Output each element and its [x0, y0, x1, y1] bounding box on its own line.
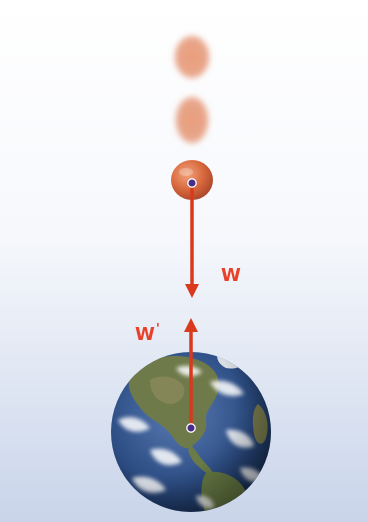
force-arrow-w-prime	[184, 318, 198, 428]
force-arrow-w	[185, 183, 199, 298]
force-label-w-text: W	[221, 265, 241, 286]
earth-center-dot	[186, 423, 196, 433]
ball-ghost-middle	[175, 96, 209, 144]
force-label-w-prime: W'	[135, 322, 160, 346]
force-label-w: W	[221, 267, 241, 285]
prime-mark: '	[155, 322, 160, 337]
force-label-w-prime-text: W	[135, 324, 155, 345]
ball-ghost-top	[174, 35, 210, 79]
ball-center-dot	[187, 178, 197, 188]
ball-motion-trail	[174, 35, 210, 144]
